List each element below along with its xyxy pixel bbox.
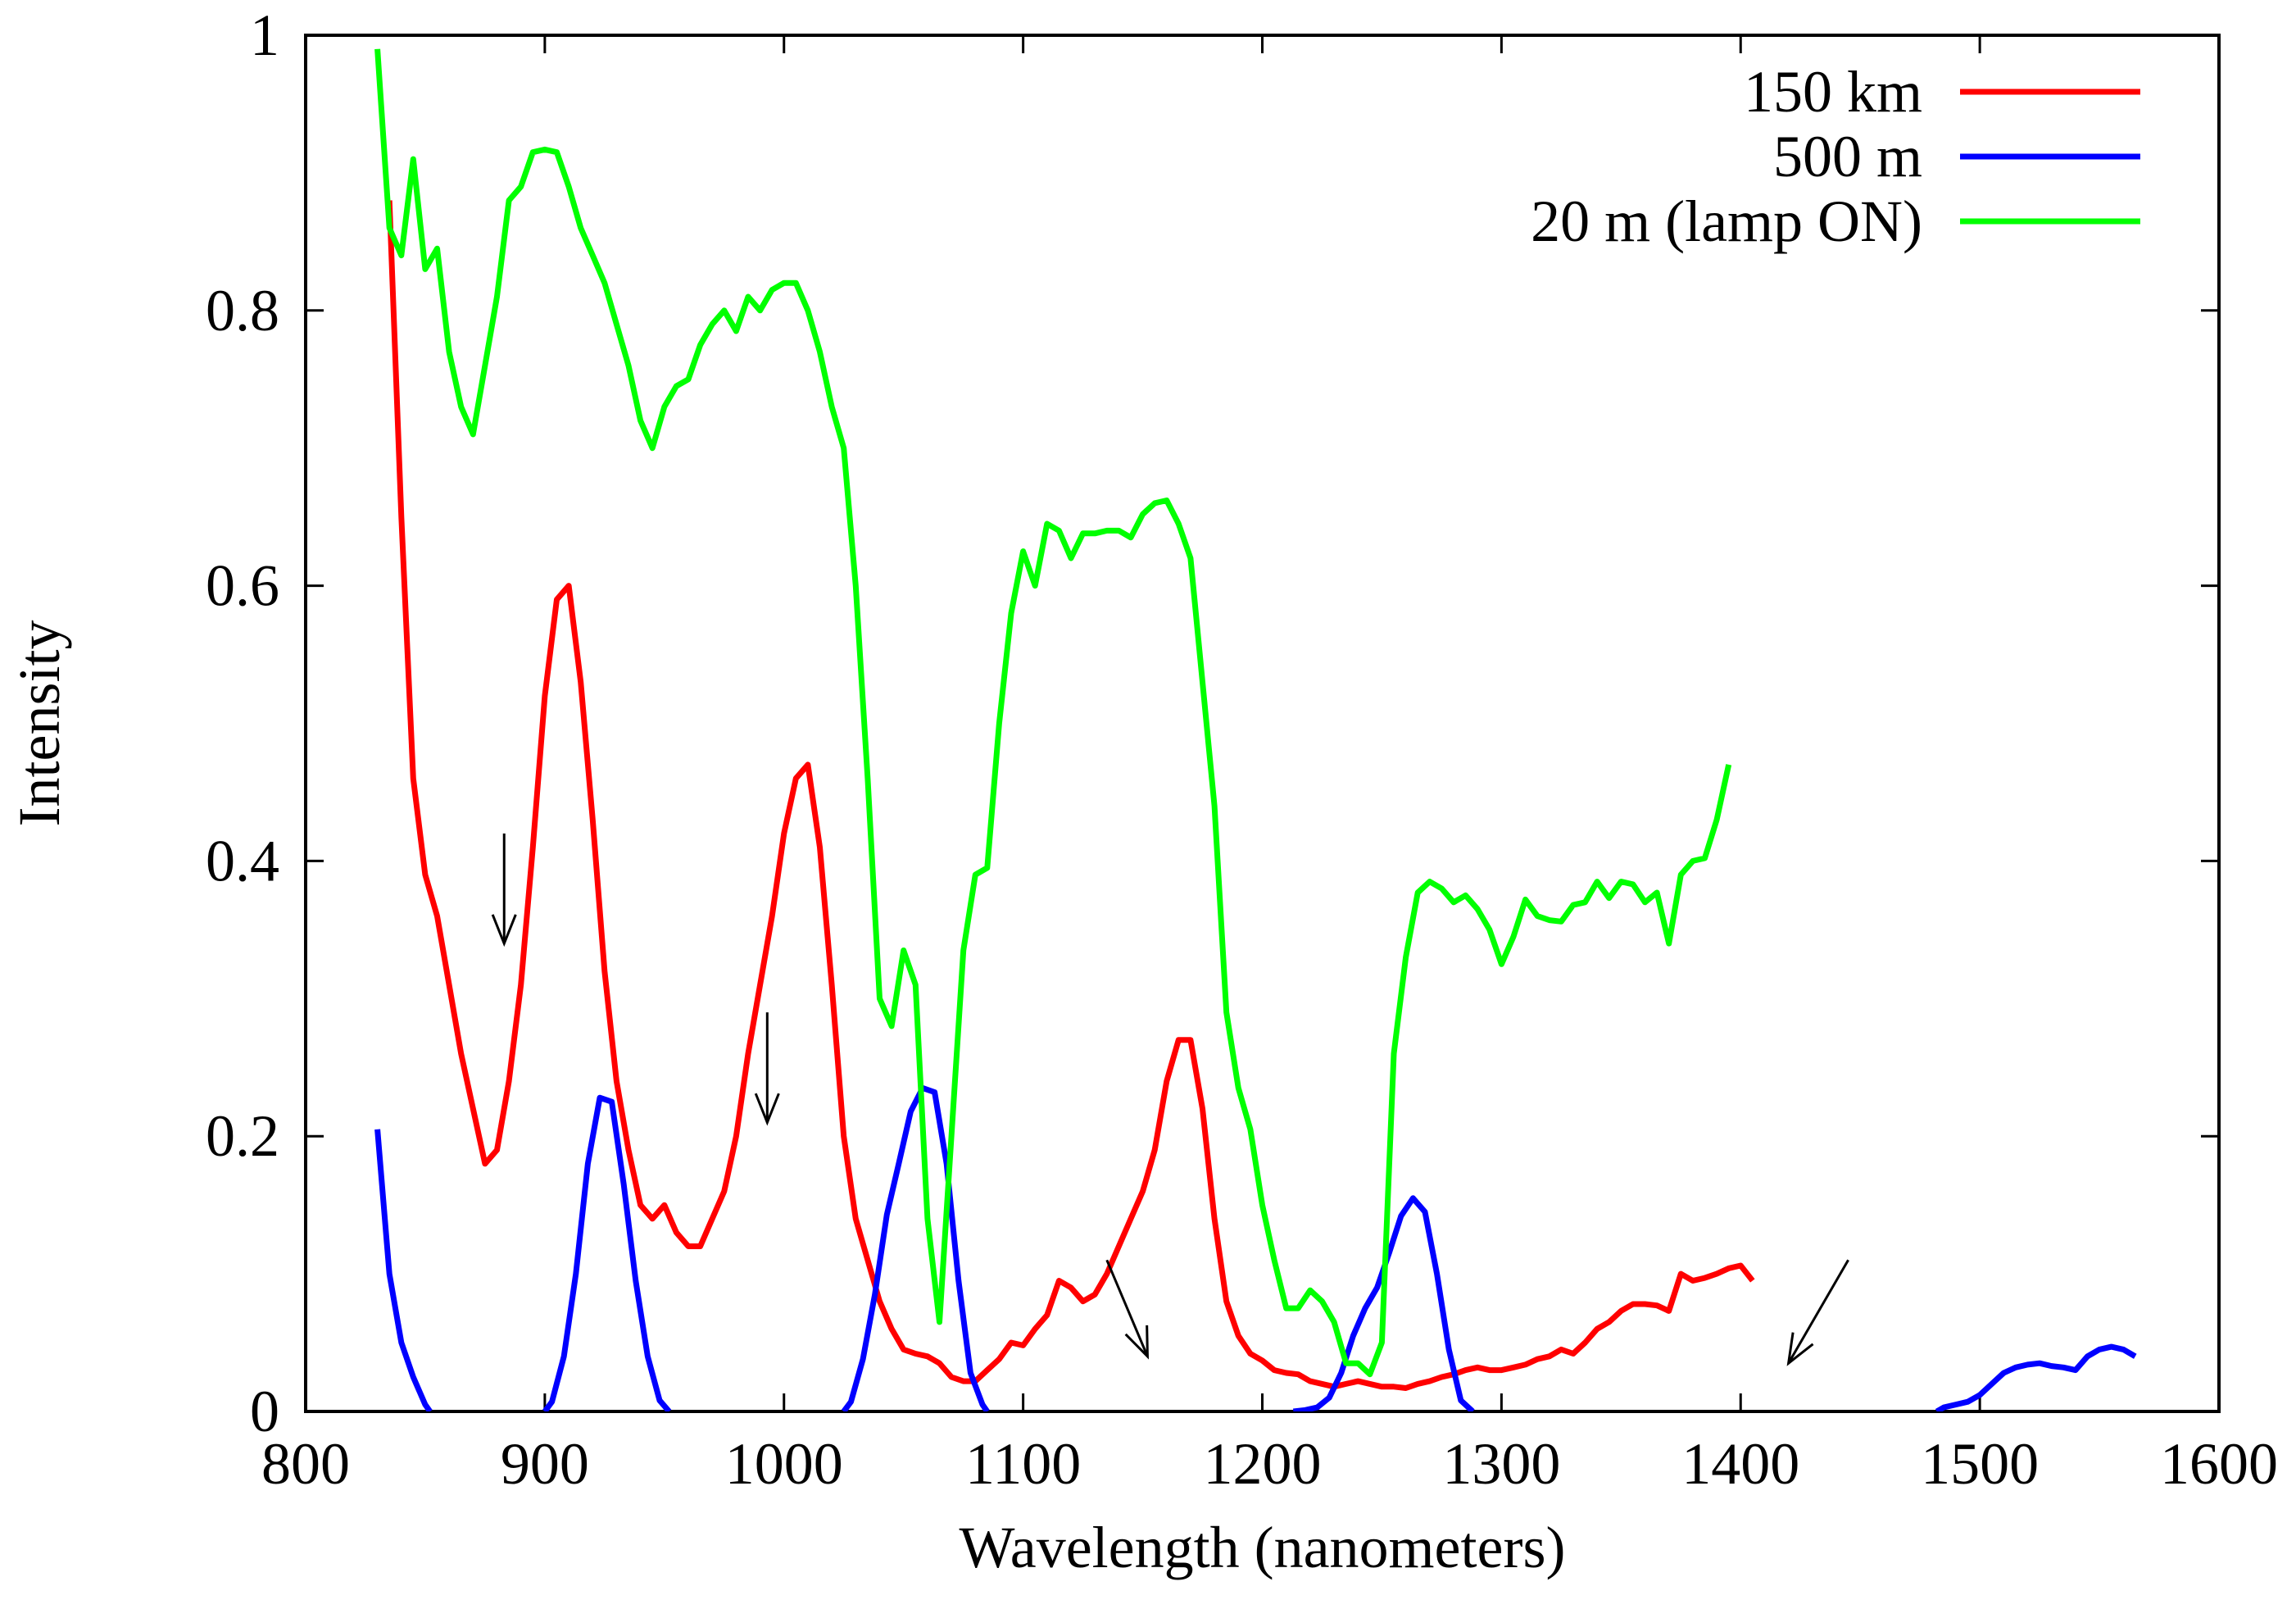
x-tick-label: 1500 [1921, 1431, 2039, 1497]
series-line-0 [386, 200, 1755, 1391]
y-axis-label: Intensity [7, 620, 72, 827]
x-tick-label: 800 [261, 1431, 350, 1497]
legend-label: 20 m (lamp ON) [1531, 189, 1922, 254]
annotation-arrow-head [1124, 1325, 1149, 1360]
x-axis-label: Wavelength (nanometers) [960, 1515, 1566, 1580]
tick-labels: 800 900 1000 1100 1200 1300 1400 1500 1600 0 0.2 0.… [206, 2, 2278, 1497]
y-tick-label: 0.8 [206, 278, 279, 343]
x-tick-label: 1300 [1442, 1431, 1560, 1497]
annotation-arrow [1787, 1259, 1849, 1364]
annotations [491, 833, 1849, 1366]
series-line-1 [841, 1084, 990, 1411]
y-tick-label: 0.2 [206, 1103, 279, 1169]
y-tick-label: 0.6 [206, 553, 279, 619]
annotation-arrow-head [491, 914, 517, 948]
series-line-1 [542, 1094, 672, 1411]
x-tick-label: 1200 [1204, 1431, 1322, 1497]
series-line-1 [1935, 1343, 2137, 1411]
x-tick-label: 1100 [965, 1431, 1081, 1497]
annotation-arrow-head [1786, 1332, 1814, 1366]
y-tick-label: 0.4 [206, 828, 279, 893]
ticks [304, 34, 2221, 1413]
y-tick-label: 0 [250, 1379, 279, 1444]
legend-label: 150 km [1744, 59, 1922, 125]
series-lines [374, 48, 2137, 1411]
annotation-arrow-head [754, 1093, 780, 1126]
x-tick-label: 900 [501, 1431, 589, 1497]
x-tick-label: 1600 [2160, 1431, 2278, 1497]
legend-label: 500 m [1773, 124, 1922, 189]
series-line-2 [374, 48, 1732, 1378]
y-tick-label: 1 [250, 2, 279, 68]
x-tick-label: 1000 [725, 1431, 843, 1497]
series-line-1 [374, 1129, 433, 1411]
x-tick-label: 1400 [1681, 1431, 1799, 1497]
annotation-arrow [1105, 1259, 1149, 1357]
